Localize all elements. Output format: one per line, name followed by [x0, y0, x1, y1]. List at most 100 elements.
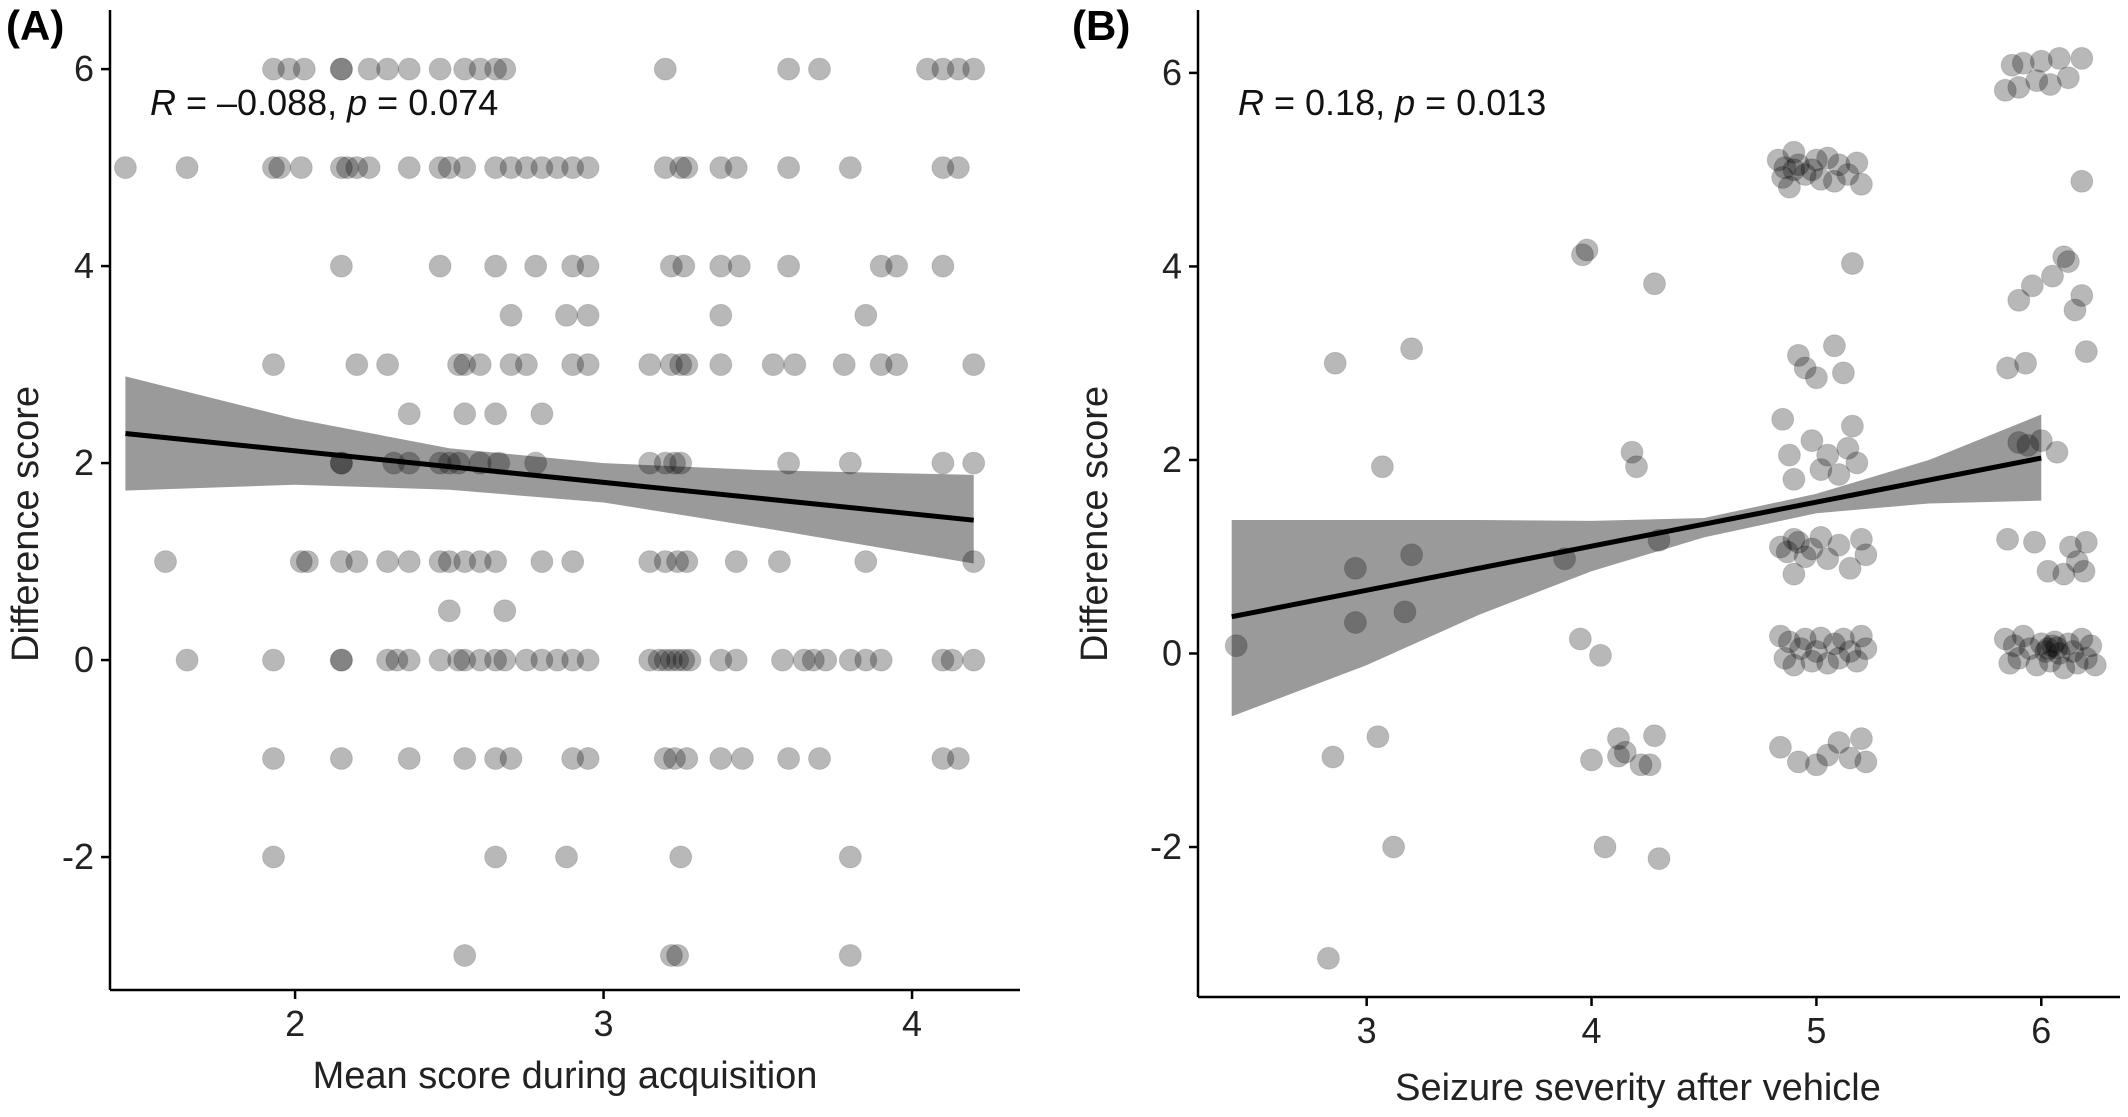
panel-a-point: [767, 550, 791, 574]
panel-a-point: [437, 156, 461, 180]
panel-a-point: [289, 550, 313, 574]
panel-b-points-layer: [1224, 46, 2107, 970]
panel-a-point: [940, 648, 964, 672]
panel-a-point: [468, 353, 492, 377]
panel-b-point: [2074, 340, 2098, 364]
panel-a-point: [493, 57, 517, 81]
panel-a-point: [709, 648, 733, 672]
panel-b-point: [1393, 600, 1417, 624]
panel-a-point: [329, 747, 353, 770]
panel-b-point: [1816, 651, 1840, 675]
panel-b-point: [1643, 272, 1666, 296]
panel-a-point: [292, 57, 316, 81]
panel-b-point: [2070, 169, 2094, 193]
panel-b-point: [2025, 653, 2049, 677]
panel-b-point: [1593, 835, 1617, 859]
panel-b-x-tick-label: 5: [1806, 1010, 1826, 1051]
panel-a-point: [576, 747, 600, 770]
panel-a-point: [530, 648, 554, 672]
panel-a-point: [638, 451, 662, 475]
panel-b-point: [2045, 636, 2069, 660]
panel-b-point: [1382, 835, 1406, 859]
panel-b-point: [2029, 632, 2053, 656]
panel-b-p-value: = 0.013: [1415, 82, 1546, 123]
panel-b-point: [1607, 727, 1630, 751]
panel-a-p-symbol: p: [346, 82, 367, 123]
panel-a-point: [709, 303, 733, 327]
panel-a-point: [663, 451, 686, 475]
panel-a-point: [854, 648, 878, 672]
panel-b-point: [1800, 158, 1824, 182]
panel-b-r-symbol: R: [1238, 82, 1264, 123]
panel-a-point: [869, 648, 893, 672]
panel-a-point: [838, 156, 862, 180]
panel-b-point: [1321, 745, 1345, 769]
panel-b-point: [1793, 627, 1817, 651]
panel-b-y-tick-label: 4: [1162, 245, 1182, 286]
panel-a-point: [428, 57, 452, 81]
panel-a-point: [262, 648, 285, 672]
panel-a-point: [397, 747, 421, 770]
panel-a-point: [792, 648, 816, 672]
panel-a-point: [838, 845, 862, 869]
panel-a-point: [962, 451, 986, 475]
panel-b-point: [1845, 151, 1869, 175]
panel-b-point: [1836, 163, 1860, 186]
panel-b-point: [2014, 351, 2038, 375]
panel-a-point: [484, 156, 508, 180]
panel-a-point: [428, 156, 452, 180]
panel-b-point: [2038, 73, 2062, 96]
panel-b-point: [2000, 53, 2024, 77]
panel-a-point: [329, 57, 353, 81]
panel-a-point: [447, 353, 471, 377]
panel-a-point: [453, 550, 477, 574]
panel-b-point: [1838, 640, 1862, 663]
panel-b-point: [1782, 527, 1806, 551]
panel-b-point: [2011, 51, 2035, 75]
panel-b-point: [2070, 627, 2094, 651]
panel-b-regression-line: [1231, 455, 2042, 620]
panel-a-y-tick-label: 4: [74, 245, 94, 286]
panel-b-y-tick-label: -2: [1150, 826, 1182, 867]
panel-a-point: [777, 747, 801, 770]
panel-a-point: [453, 402, 477, 426]
panel-a-p-value: = 0.074: [367, 82, 498, 123]
panel-a-point: [453, 353, 477, 377]
panel-b-point: [1568, 627, 1592, 651]
panel-b-confidence-band-layer: [1231, 414, 2042, 717]
panel-b-point: [1768, 624, 1792, 648]
panel-b-point: [2043, 630, 2067, 654]
panel-a-point: [453, 648, 477, 672]
panel-a-point: [468, 57, 492, 81]
panel-a-point: [376, 57, 400, 81]
panel-a-point: [561, 156, 585, 180]
panel-b-point: [1782, 562, 1806, 586]
panel-a-point: [329, 648, 353, 672]
panel-a-point: [576, 353, 600, 377]
panel-a-point: [499, 156, 523, 180]
panel-b-point: [1809, 626, 1833, 650]
panel-a-point: [499, 353, 523, 377]
panel-b-point: [1793, 163, 1817, 186]
panel-a-point: [524, 451, 548, 475]
panel-a-point: [262, 57, 285, 81]
panel-a-point: [678, 648, 702, 672]
panel-b-point: [1809, 525, 1833, 549]
panel-a-point: [453, 57, 477, 81]
panel-a-point: [838, 648, 862, 672]
panel-b-point: [2061, 640, 2085, 663]
panel-a-confidence-band: [125, 376, 974, 564]
panel-a-point: [484, 402, 508, 426]
panel-a-point: [931, 747, 955, 770]
panel-a-y-axis-title: Difference score: [5, 386, 47, 662]
panel-a-point: [493, 599, 517, 623]
panel-a-point: [931, 156, 955, 180]
panel-a-point: [576, 648, 600, 672]
panel-a-point: [345, 353, 369, 377]
panel-b-point: [2029, 49, 2053, 73]
panel-a-point: [453, 747, 477, 770]
panel-a-point: [397, 402, 421, 426]
panel-b-point: [1782, 653, 1806, 677]
panel-b-point: [1849, 624, 1873, 648]
panel-a-point: [397, 156, 421, 180]
